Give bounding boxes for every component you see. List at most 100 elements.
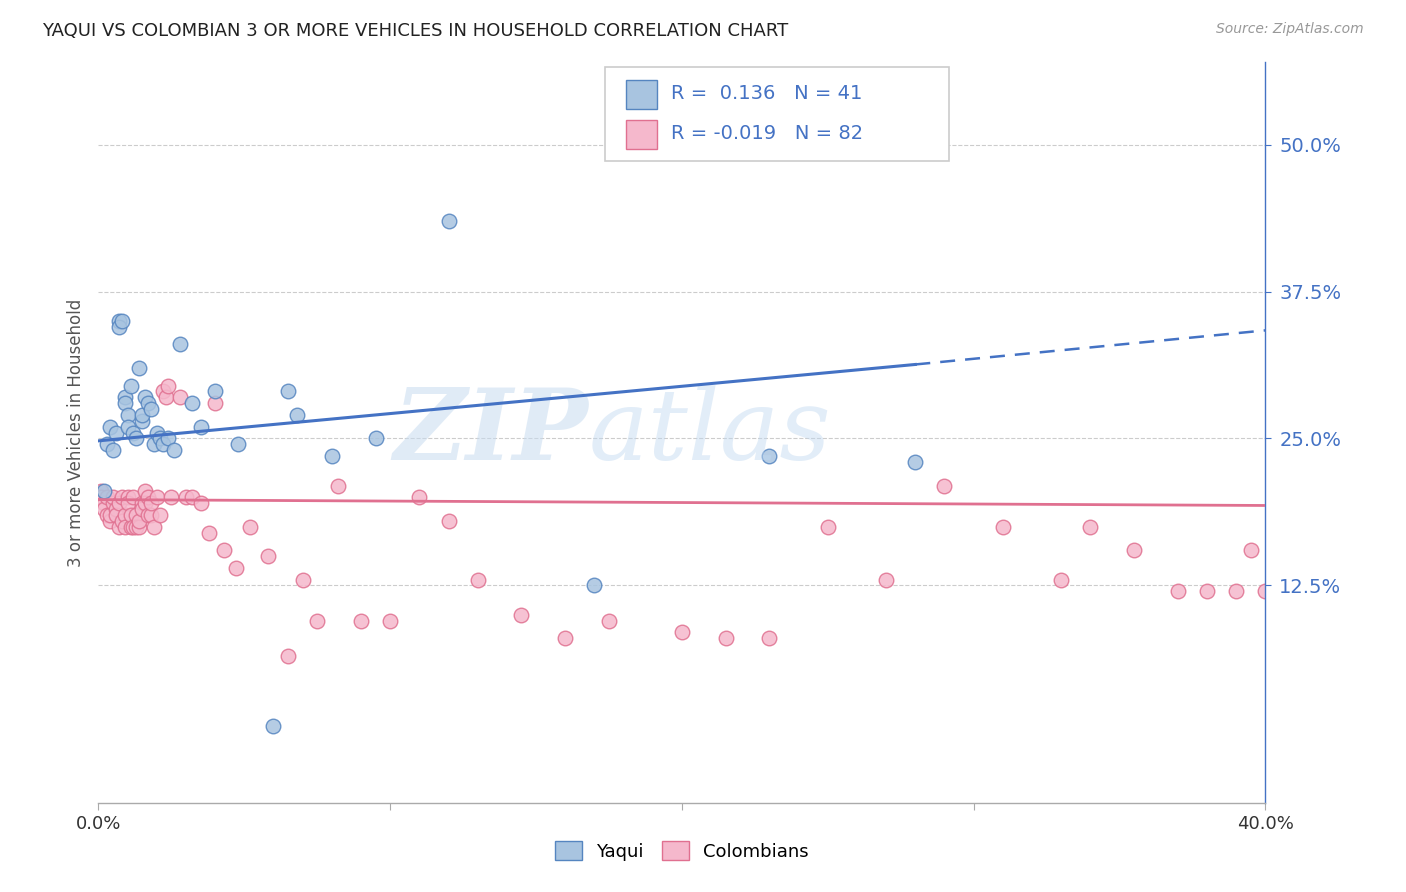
Point: [93, 484, 115, 499]
Point: [128, 361, 150, 376]
Point: [163, 443, 186, 458]
Text: Source: ZipAtlas.com: Source: ZipAtlas.com: [1216, 22, 1364, 37]
Point: [108, 319, 131, 334]
Point: [875, 573, 897, 587]
Point: [139, 496, 162, 510]
Point: [104, 508, 127, 522]
Point: [134, 484, 156, 499]
Point: [146, 490, 169, 504]
Point: [350, 614, 373, 628]
Point: [125, 508, 148, 522]
Point: [120, 519, 142, 533]
Point: [104, 425, 127, 440]
Text: ZIP: ZIP: [394, 384, 589, 481]
Point: [204, 396, 226, 410]
Point: [96, 508, 118, 522]
Point: [117, 496, 139, 510]
Point: [277, 648, 299, 663]
Point: [98, 508, 121, 522]
Point: [1225, 584, 1247, 599]
Point: [437, 514, 460, 528]
Point: [152, 437, 174, 451]
Point: [212, 543, 235, 558]
Point: [758, 449, 780, 463]
Point: [128, 519, 150, 533]
Point: [139, 402, 162, 417]
Point: [1254, 584, 1277, 599]
Point: [131, 502, 153, 516]
Point: [1268, 584, 1291, 599]
Point: [108, 314, 131, 328]
Point: [93, 496, 115, 510]
Point: [96, 490, 118, 504]
Point: [142, 519, 165, 533]
Point: [285, 408, 308, 422]
Text: R =  0.136   N = 41: R = 0.136 N = 41: [671, 84, 862, 103]
Point: [146, 425, 169, 440]
Point: [128, 514, 150, 528]
Point: [228, 437, 250, 451]
Point: [467, 573, 489, 587]
Point: [934, 478, 956, 492]
Point: [104, 502, 127, 516]
Point: [149, 508, 172, 522]
Point: [101, 443, 124, 458]
Point: [114, 396, 136, 410]
Point: [120, 508, 142, 522]
Point: [139, 508, 162, 522]
Point: [758, 632, 780, 646]
Point: [117, 408, 139, 422]
Point: [326, 478, 349, 492]
Point: [111, 514, 134, 528]
Point: [239, 519, 262, 533]
Point: [817, 519, 839, 533]
Point: [93, 502, 115, 516]
Point: [1080, 519, 1102, 533]
Legend: Yaqui, Colombians: Yaqui, Colombians: [547, 834, 817, 868]
Point: [98, 514, 121, 528]
Text: R = -0.019   N = 82: R = -0.019 N = 82: [671, 124, 863, 143]
Point: [598, 614, 620, 628]
Point: [131, 408, 153, 422]
Point: [291, 573, 314, 587]
Point: [169, 390, 191, 404]
Point: [437, 214, 460, 228]
Point: [96, 437, 118, 451]
Point: [904, 455, 927, 469]
Point: [262, 719, 284, 733]
Point: [122, 519, 145, 533]
Point: [136, 396, 159, 410]
Point: [204, 384, 226, 399]
Point: [321, 449, 343, 463]
Point: [114, 508, 136, 522]
Text: YAQUI VS COLOMBIAN 3 OR MORE VEHICLES IN HOUSEHOLD CORRELATION CHART: YAQUI VS COLOMBIAN 3 OR MORE VEHICLES IN…: [42, 22, 789, 40]
Point: [1167, 584, 1189, 599]
Point: [380, 614, 402, 628]
Point: [714, 632, 737, 646]
Point: [554, 632, 576, 646]
Point: [114, 390, 136, 404]
Point: [583, 578, 606, 592]
Point: [134, 390, 156, 404]
Point: [90, 490, 112, 504]
Point: [160, 490, 183, 504]
Point: [152, 384, 174, 399]
Point: [256, 549, 278, 563]
Point: [180, 396, 202, 410]
Point: [157, 432, 180, 446]
Point: [157, 378, 180, 392]
Point: [117, 490, 139, 504]
Point: [125, 519, 148, 533]
Point: [169, 337, 191, 351]
Point: [136, 508, 159, 522]
Point: [108, 519, 131, 533]
Point: [120, 378, 142, 392]
Point: [111, 490, 134, 504]
Point: [180, 490, 202, 504]
Text: atlas: atlas: [589, 385, 831, 480]
Point: [1284, 584, 1306, 599]
Point: [101, 496, 124, 510]
Point: [149, 432, 172, 446]
Point: [408, 490, 430, 504]
Point: [125, 432, 148, 446]
